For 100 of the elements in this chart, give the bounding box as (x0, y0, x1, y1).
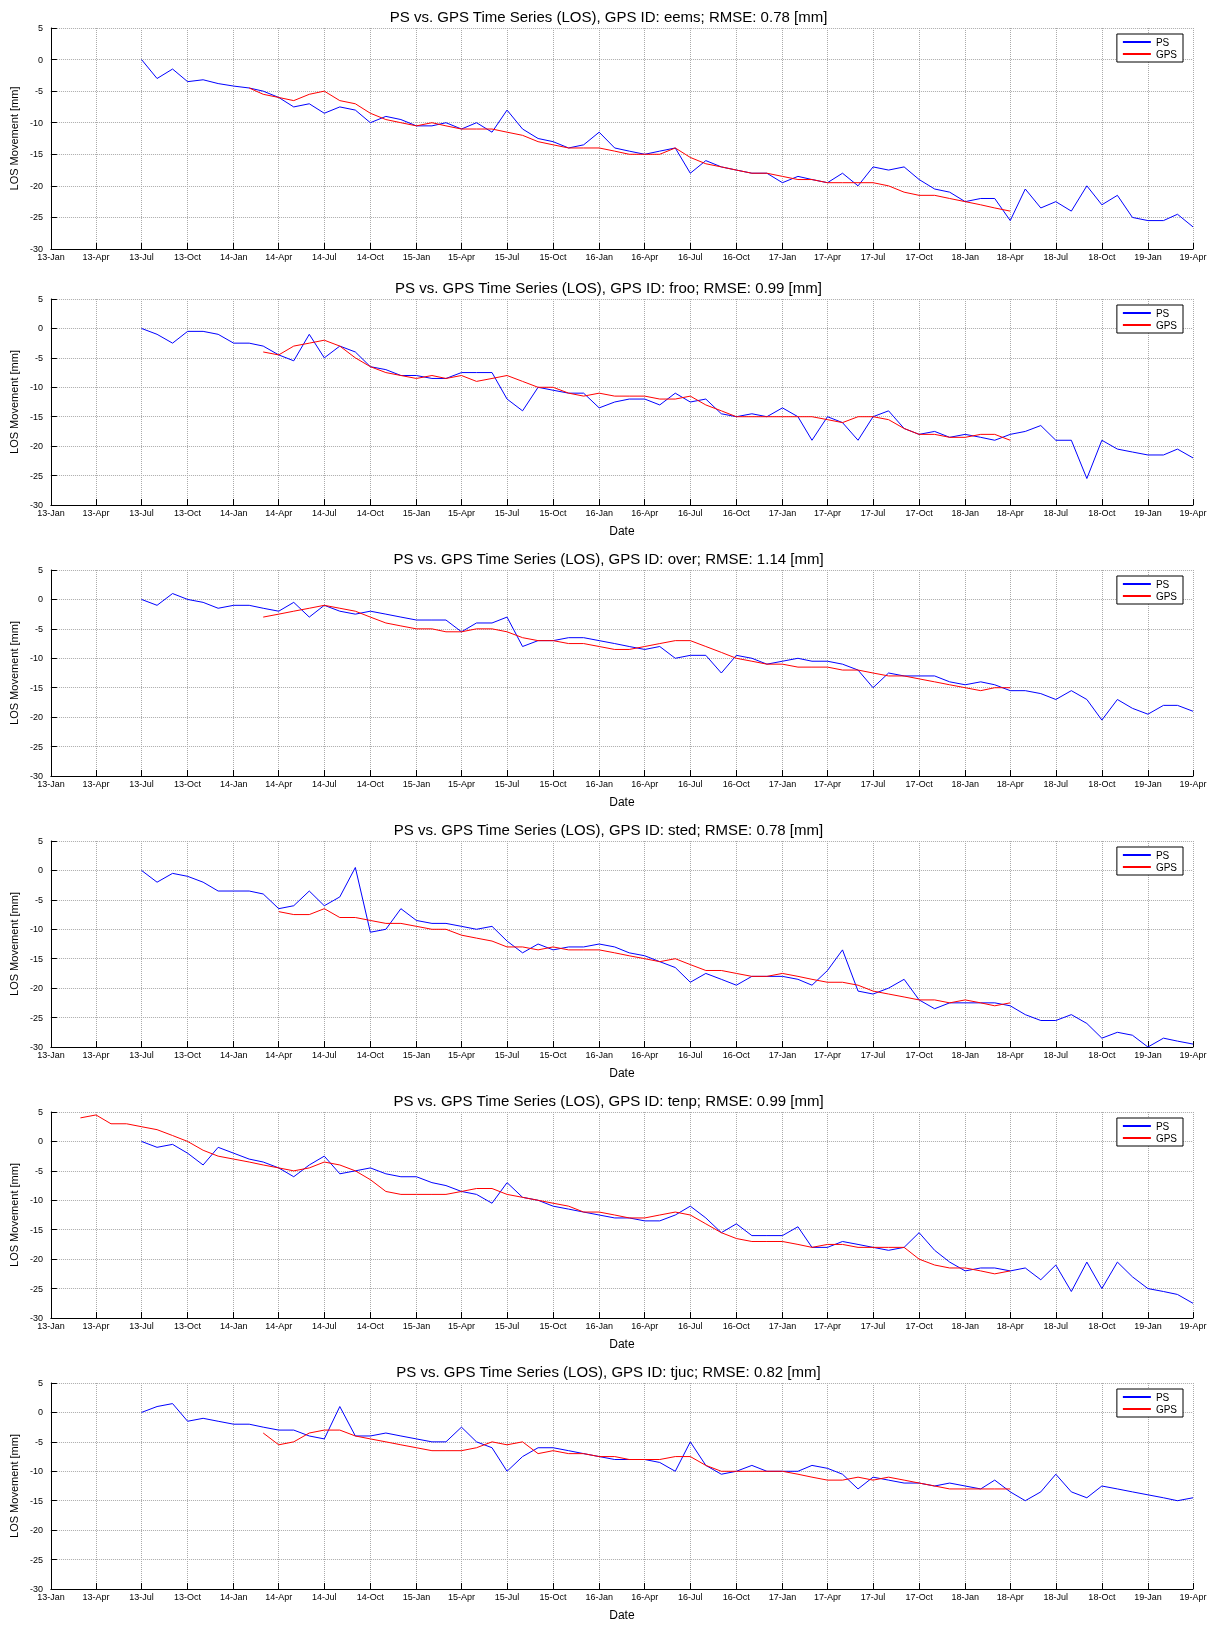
x-tick-label: 17-Jul (860, 251, 886, 262)
x-tick-label: 18-Oct (1088, 507, 1116, 518)
x-tick-label: 14-Oct (356, 507, 385, 518)
y-tick-label: -15 (29, 953, 43, 964)
x-tick-label: 17-Jul (860, 1591, 886, 1602)
x-tick-label: 17-Jan (768, 251, 797, 262)
line-series (141, 1140, 1194, 1304)
legend-label: PS (1155, 1391, 1170, 1403)
x-tick-label: 15-Oct (539, 507, 568, 518)
line-series (141, 327, 1194, 480)
x-tick-label: 18-Jan (951, 507, 979, 518)
x-tick-label: 15-Oct (539, 1049, 568, 1060)
x-tick-label: 17-Jan (768, 1591, 797, 1602)
x-tick-label: 14-Oct (356, 1049, 385, 1060)
x-tick-label: 19-Jan (1134, 1591, 1162, 1602)
x-tick-label: 17-Apr (813, 1591, 841, 1602)
line-series (141, 59, 1194, 228)
x-tick-label: 13-Jul (129, 778, 154, 789)
x-tick-label: 18-Jul (1043, 778, 1069, 789)
x-tick-label: 17-Apr (813, 1320, 841, 1331)
chart-title: PS vs. GPS Time Series (LOS), GPS ID: sted; RMSE: 0.78 [mm] (393, 821, 824, 838)
x-tick-label: 14-Jul (312, 778, 337, 789)
y-tick-label: -20 (29, 1525, 43, 1536)
line-series (262, 1429, 1011, 1490)
x-tick-label: 16-Apr (631, 1591, 659, 1602)
x-tick-label: 18-Apr (996, 778, 1024, 789)
y-tick-label: -25 (29, 1554, 43, 1565)
x-tick-label: 15-Apr (447, 1591, 475, 1602)
y-tick-label: -10 (29, 653, 43, 664)
y-tick-label: -30 (29, 1584, 43, 1594)
y-tick-label: 5 (37, 294, 43, 304)
x-tick-label: 16-Apr (631, 507, 659, 518)
x-tick-label: 16-Oct (722, 1049, 751, 1060)
y-axis-title: LOS Movement [mm] (7, 350, 20, 454)
y-tick-label: -20 (29, 441, 43, 452)
x-tick-label: 15-Apr (447, 251, 475, 262)
x-tick-label: 14-Apr (265, 507, 293, 518)
x-tick-label: 18-Apr (996, 1591, 1024, 1602)
x-tick-label: 18-Oct (1088, 1591, 1116, 1602)
legend-label: PS (1155, 36, 1170, 48)
x-tick-label: 16-Apr (631, 778, 659, 789)
x-tick-label: 13-Apr (82, 507, 110, 518)
x-tick-label: 18-Jul (1043, 1320, 1069, 1331)
legend-label: GPS (1155, 48, 1178, 60)
y-tick-label: -15 (29, 682, 43, 693)
y-tick-label: 0 (37, 54, 43, 65)
x-tick-label: 19-Apr (1179, 778, 1207, 789)
x-tick-label: 17-Jan (768, 507, 797, 518)
y-tick-label: -5 (34, 86, 43, 97)
y-tick-label: -25 (29, 212, 43, 223)
y-tick-label: -5 (34, 1436, 43, 1447)
x-tick-label: 13-Apr (82, 1049, 110, 1060)
x-tick-label: 13-Jan (37, 507, 65, 518)
x-tick-label: 14-Jan (219, 778, 248, 789)
x-tick-label: 14-Oct (356, 778, 385, 789)
chart-title: PS vs. GPS Time Series (LOS), GPS ID: froo; RMSE: 0.99 [mm] (395, 279, 822, 296)
x-tick-label: 17-Oct (905, 1320, 934, 1331)
x-tick-label: 15-Oct (539, 251, 568, 262)
x-tick-label: 16-Apr (631, 1320, 659, 1331)
x-tick-label: 16-Jul (678, 1049, 703, 1060)
x-tick-label: 14-Jan (219, 1320, 248, 1331)
x-tick-label: 16-Jul (678, 778, 703, 789)
x-tick-label: 14-Jul (312, 507, 337, 518)
y-tick-label: -20 (29, 1254, 43, 1265)
x-tick-label: 13-Jul (129, 507, 154, 518)
x-tick-label: 18-Jul (1043, 1049, 1069, 1060)
x-tick-label: 13-Oct (174, 1320, 202, 1331)
y-tick-label: -20 (29, 180, 43, 191)
x-tick-label: 13-Jul (129, 1320, 154, 1331)
y-tick-label: 0 (37, 1407, 43, 1418)
x-tick-label: 13-Oct (174, 1049, 202, 1060)
x-tick-label: 17-Jan (768, 1320, 797, 1331)
x-tick-label: 14-Jan (219, 251, 248, 262)
y-tick-label: -30 (29, 1313, 43, 1323)
line-series (262, 604, 1011, 692)
x-axis-title: Date (609, 795, 635, 809)
y-tick-label: -15 (29, 149, 43, 160)
x-tick-label: 16-Oct (722, 251, 751, 262)
x-tick-label: 19-Jan (1134, 1320, 1162, 1331)
x-tick-label: 18-Apr (996, 251, 1024, 262)
x-tick-label: 16-Jan (585, 507, 613, 518)
x-tick-label: 14-Apr (265, 778, 293, 789)
x-tick-label: 18-Jan (951, 778, 979, 789)
legend-label: PS (1155, 307, 1170, 319)
y-tick-label: -15 (29, 1224, 43, 1235)
y-tick-label: -15 (29, 411, 43, 422)
y-tick-label: -15 (29, 1495, 43, 1506)
y-tick-label: -30 (29, 1042, 43, 1052)
x-tick-label: 15-Oct (539, 1591, 568, 1602)
chart-title: PS vs. GPS Time Series (LOS), GPS ID: over; RMSE: 1.14 [mm] (393, 550, 824, 567)
x-tick-label: 19-Jan (1134, 507, 1162, 518)
x-tick-label: 16-Jan (585, 251, 613, 262)
y-tick-label: 0 (37, 865, 43, 876)
x-tick-label: 17-Jul (860, 507, 886, 518)
x-tick-label: 14-Apr (265, 1049, 293, 1060)
y-tick-label: 5 (37, 1378, 43, 1388)
x-tick-label: 17-Apr (813, 1049, 841, 1060)
x-tick-label: 13-Oct (174, 251, 202, 262)
x-tick-label: 16-Jul (678, 1591, 703, 1602)
x-tick-label: 13-Oct (174, 507, 202, 518)
